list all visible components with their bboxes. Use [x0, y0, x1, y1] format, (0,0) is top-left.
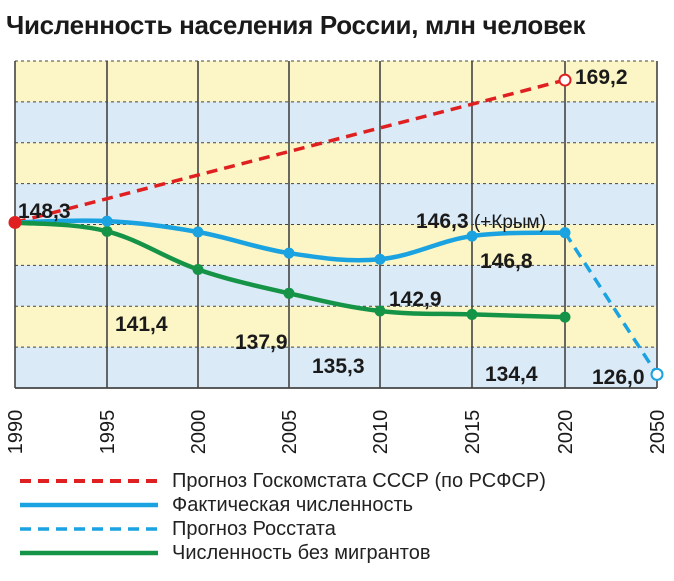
background-band [15, 61, 657, 102]
x-tick-label: 2015 [462, 410, 484, 455]
background-band [15, 347, 657, 388]
legend-swatch-red-dashed [20, 479, 158, 483]
point-actual [559, 227, 571, 239]
chart-title: Численность населения России, млн челове… [6, 10, 586, 40]
data-label: 146,3 (+Крым) [416, 210, 546, 233]
point-actual [374, 253, 386, 265]
series-gks-forecast-line [14, 78, 566, 225]
legend-swatch-blue-solid [20, 502, 158, 508]
background-bands [15, 61, 657, 388]
grid-lines [14, 60, 658, 389]
legend-item-actual: Фактическая численность [20, 493, 413, 517]
legend-label: Численность без мигрантов [172, 541, 431, 564]
data-label: 137,9 [235, 331, 288, 354]
point-no-migrants [192, 263, 204, 275]
data-label: 148,3 [18, 200, 71, 223]
background-band [15, 183, 657, 225]
x-tick-label: 2010 [370, 410, 392, 455]
data-label: 141,4 [115, 313, 168, 336]
point-actual [192, 226, 204, 238]
legend-label: Фактическая численность [172, 493, 414, 516]
legend-swatch-green-solid [20, 550, 158, 556]
data-points [8, 73, 664, 381]
x-axis-ticks: 1990 1995 2000 2005 2010 2015 2020 2050 [5, 410, 669, 455]
data-label: 169,2 [575, 66, 628, 89]
background-band [15, 306, 657, 348]
data-label: 126,0 [592, 366, 645, 389]
point-actual [283, 247, 295, 259]
x-tick-label: 2005 [279, 410, 301, 455]
point-no-migrants [101, 225, 113, 237]
point-actual [101, 215, 113, 227]
series-rosstat-forecast-line [563, 231, 659, 376]
legend-item-rosstat-forecast: Прогноз Росстата [20, 517, 336, 541]
legend-swatch-blue-dashed [20, 527, 158, 531]
x-tick-label: 2050 [647, 410, 669, 455]
data-label: 134,4 [485, 363, 538, 386]
data-label: 142,9 [389, 288, 442, 311]
legend-label: Прогноз Росстата [172, 517, 336, 540]
point-start-1990 [8, 215, 22, 229]
point-no-migrants [374, 305, 386, 317]
data-labels: 169,2 148,3 146,3 (+Крым) 146,8 142,9 141,4 13… [18, 66, 645, 389]
legend-item-no-migrants: Численность без мигрантов [20, 541, 430, 565]
point-rosstat-2050 [650, 367, 664, 381]
background-band [15, 142, 657, 184]
background-band [15, 265, 657, 307]
x-tick-label: 1990 [5, 410, 27, 455]
legend-item-gks-forecast: Прогноз Госкомстата СССР (по РСФСР) [20, 469, 546, 493]
data-label: 135,3 [312, 355, 365, 378]
x-tick-label: 2000 [188, 410, 210, 455]
background-band [15, 101, 657, 143]
data-label: 146,8 [480, 250, 533, 273]
point-no-migrants [559, 311, 571, 323]
x-tick-label: 2020 [555, 410, 577, 455]
point-no-migrants [283, 287, 295, 299]
point-gks-2020 [558, 73, 572, 87]
x-tick-label: 1995 [97, 410, 119, 455]
point-no-migrants [466, 308, 478, 320]
legend-label: Прогноз Госкомстата СССР (по РСФСР) [172, 469, 546, 492]
point-actual [466, 230, 478, 242]
